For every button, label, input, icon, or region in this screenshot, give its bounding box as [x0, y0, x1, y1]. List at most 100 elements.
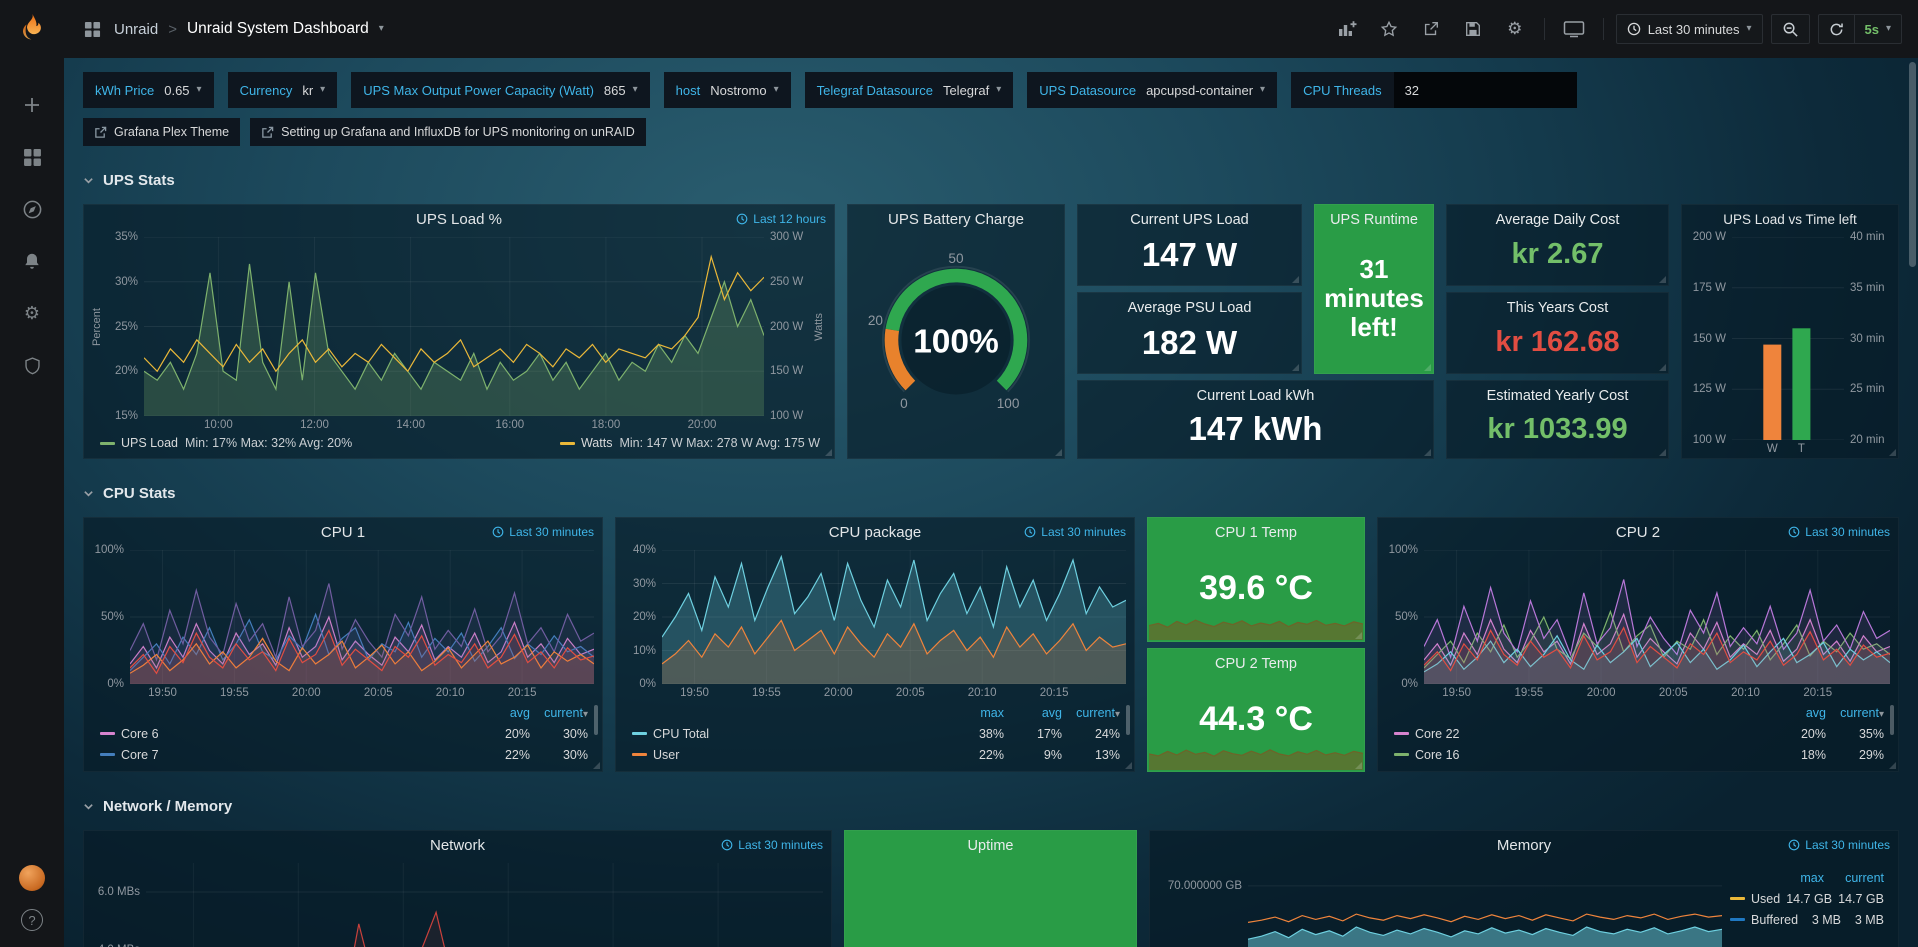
legend-scrollbar[interactable] [1890, 705, 1894, 735]
save-icon[interactable] [1456, 14, 1490, 44]
axis-tick-label: 40% [632, 544, 656, 556]
axis-tick-label: 25 min [1850, 383, 1885, 396]
panel-title[interactable]: UPS Load % [416, 210, 502, 228]
create-plus-icon[interactable] [19, 92, 45, 118]
series-dash [1730, 918, 1745, 921]
variable-currency[interactable]: Currency kr ▾ [227, 72, 338, 108]
dashboard-settings-gear-icon[interactable]: ⚙ [1507, 19, 1523, 38]
axis-tick-label: 20:00 [687, 419, 717, 431]
legend-series[interactable]: Buffered [1730, 913, 1798, 927]
panel-title[interactable]: Network [429, 836, 485, 854]
zoom-group [1770, 14, 1810, 44]
grafana-logo[interactable] [14, 10, 50, 46]
panel-title[interactable]: CPU 1 [320, 523, 366, 541]
panel-time-override: Last 30 minutes [1788, 838, 1890, 852]
gauge-max-label: 100 [997, 396, 1020, 411]
legend-col-max[interactable]: max [980, 705, 1004, 720]
variable-ups-max-output[interactable]: UPS Max Output Power Capacity (Watt) 865… [351, 72, 650, 108]
panel-title[interactable]: Average PSU Load [1127, 300, 1252, 316]
chart-canvas [1149, 619, 1363, 640]
panel-title[interactable]: Current Load kWh [1196, 388, 1315, 404]
legend-series[interactable]: Core 16 [1394, 748, 1768, 762]
legend-col-current[interactable]: current▾ [544, 705, 588, 720]
dashboards-icon[interactable] [19, 144, 45, 170]
star-icon[interactable] [1372, 14, 1406, 44]
legend-series[interactable]: User [632, 748, 946, 762]
panel-title[interactable]: Current UPS Load [1130, 212, 1249, 228]
memory-chart[interactable]: 70.000000 GB60.000000 GB50.000000 GB [1150, 859, 1730, 947]
panel-title[interactable]: CPU 1 Temp [1215, 525, 1297, 541]
alerting-bell-icon[interactable] [19, 248, 45, 274]
legend-col-avg[interactable]: avg [1041, 705, 1062, 720]
legend-col-current[interactable]: current▾ [1076, 705, 1120, 720]
legend-row: Core 16 18% 29% [1394, 744, 1884, 765]
panel-title[interactable]: UPS Load vs Time left [1723, 211, 1857, 227]
refresh-interval-label: 5s [1864, 21, 1879, 37]
row-header-cpu-stats[interactable]: CPU Stats [83, 483, 1899, 503]
panel-title[interactable]: CPU 2 Temp [1215, 655, 1297, 672]
share-icon[interactable] [1414, 14, 1448, 44]
help-icon[interactable]: ? [21, 909, 43, 931]
legend-series[interactable]: CPU Total [632, 727, 946, 741]
dashboard-title[interactable]: Unraid System Dashboard [186, 20, 369, 37]
legend-scrollbar[interactable] [1126, 705, 1130, 735]
legend-series[interactable]: Core 7 [100, 748, 472, 762]
scrollbar-thumb[interactable] [1909, 62, 1916, 267]
row-header-ups-stats[interactable]: UPS Stats [83, 170, 1899, 190]
panel-title[interactable]: Uptime [967, 838, 1014, 854]
variable-host[interactable]: host Nostromo ▾ [663, 72, 791, 108]
legend-series[interactable]: Core 6 [100, 727, 472, 741]
legend-series[interactable]: Used [1730, 892, 1780, 906]
link-grafana-plex-theme[interactable]: Grafana Plex Theme [83, 118, 241, 146]
panel-title[interactable]: Estimated Yearly Cost [1486, 388, 1629, 404]
explore-compass-icon[interactable] [19, 196, 45, 222]
user-avatar[interactable] [19, 865, 45, 891]
cpu1-chart[interactable]: 100% 50% 0% 19:50 19:55 20:00 20:05 20:10 20:15 [84, 544, 602, 702]
add-panel-icon[interactable] [1330, 14, 1364, 44]
panel-title[interactable]: UPS Runtime [1330, 212, 1418, 228]
refresh-button[interactable] [1819, 15, 1854, 43]
server-admin-shield-icon[interactable] [19, 352, 45, 378]
axis-label: Watts [813, 312, 825, 341]
link-ups-monitoring-guide[interactable]: Setting up Grafana and InfluxDB for UPS … [250, 118, 646, 146]
cycle-view-tv-icon[interactable] [1557, 14, 1591, 44]
cpu2-chart[interactable]: 100% 50% 0% 19:50 19:55 20:00 20:05 20:10 20:15 [1378, 544, 1898, 702]
legend-col-avg[interactable]: avg [1805, 705, 1826, 720]
refresh-interval-picker[interactable]: 5s ▾ [1853, 15, 1902, 43]
panel-title[interactable]: Memory [1496, 836, 1552, 854]
network-chart[interactable]: 6.0 MBs4.0 MBs2.0 MBs [84, 859, 831, 947]
panel-title[interactable]: Average Daily Cost [1495, 212, 1620, 228]
legend-scrollbar[interactable] [594, 705, 598, 735]
time-range-picker[interactable]: Last 30 minutes ▾ [1617, 15, 1762, 43]
dashboard-grid-icon[interactable] [80, 14, 104, 44]
axis-tick-label: 100% [94, 544, 124, 556]
row-title: Network / Memory [103, 797, 233, 815]
panel-title[interactable]: CPU 2 [1615, 523, 1661, 541]
legend-col-avg[interactable]: avg [509, 705, 530, 720]
legend-series-ups-load[interactable]: UPS Load Min: 17% Max: 32% Avg: 20% [100, 436, 352, 450]
panel-title[interactable]: UPS Battery Charge [888, 210, 1024, 228]
legend-col-max[interactable]: max [1800, 870, 1824, 885]
ups-load-chart[interactable]: Percent 35% 30% 25% 20% 15% 300 W 250 W 200 W 150… [84, 231, 834, 434]
axis-tick-label: 19:55 [220, 687, 249, 699]
chart-canvas [146, 863, 823, 947]
link-label: Grafana Plex Theme [114, 125, 230, 139]
panel-title[interactable]: This Years Cost [1506, 300, 1609, 316]
configuration-gear-icon[interactable]: ⚙ [23, 302, 41, 323]
legend-col-current[interactable]: current [1845, 870, 1884, 885]
cpu-package-chart[interactable]: 40% 30% 20% 10% 0% 19:50 19:55 20:00 20:05 20:10 2… [616, 544, 1134, 702]
variable-telegraf-datasource[interactable]: Telegraf Datasource Telegraf ▾ [804, 72, 1014, 108]
sort-caret-icon: ▾ [1114, 708, 1120, 720]
legend-series-watts[interactable]: Watts Min: 147 W Max: 278 W Avg: 175 W [559, 436, 820, 450]
panel-title[interactable]: CPU package [828, 523, 922, 541]
zoom-out-button[interactable] [1772, 15, 1809, 43]
cpu-threads-input[interactable] [1393, 72, 1577, 108]
legend-series[interactable]: Core 22 [1394, 727, 1768, 741]
breadcrumb-app[interactable]: Unraid [114, 20, 159, 38]
row-header-network-memory[interactable]: Network / Memory [83, 796, 1899, 816]
variable-ups-datasource[interactable]: UPS Datasource apcupsd-container ▾ [1027, 72, 1278, 108]
variable-kwh-price[interactable]: kWh Price 0.65 ▾ [83, 72, 214, 108]
chevron-down-icon[interactable]: ▾ [378, 23, 384, 34]
ups-load-time-bar-chart[interactable]: 200 W 175 W 150 W 125 W 100 W 40 min 35 min 30 … [1682, 231, 1898, 458]
legend-col-current[interactable]: current▾ [1840, 705, 1884, 720]
